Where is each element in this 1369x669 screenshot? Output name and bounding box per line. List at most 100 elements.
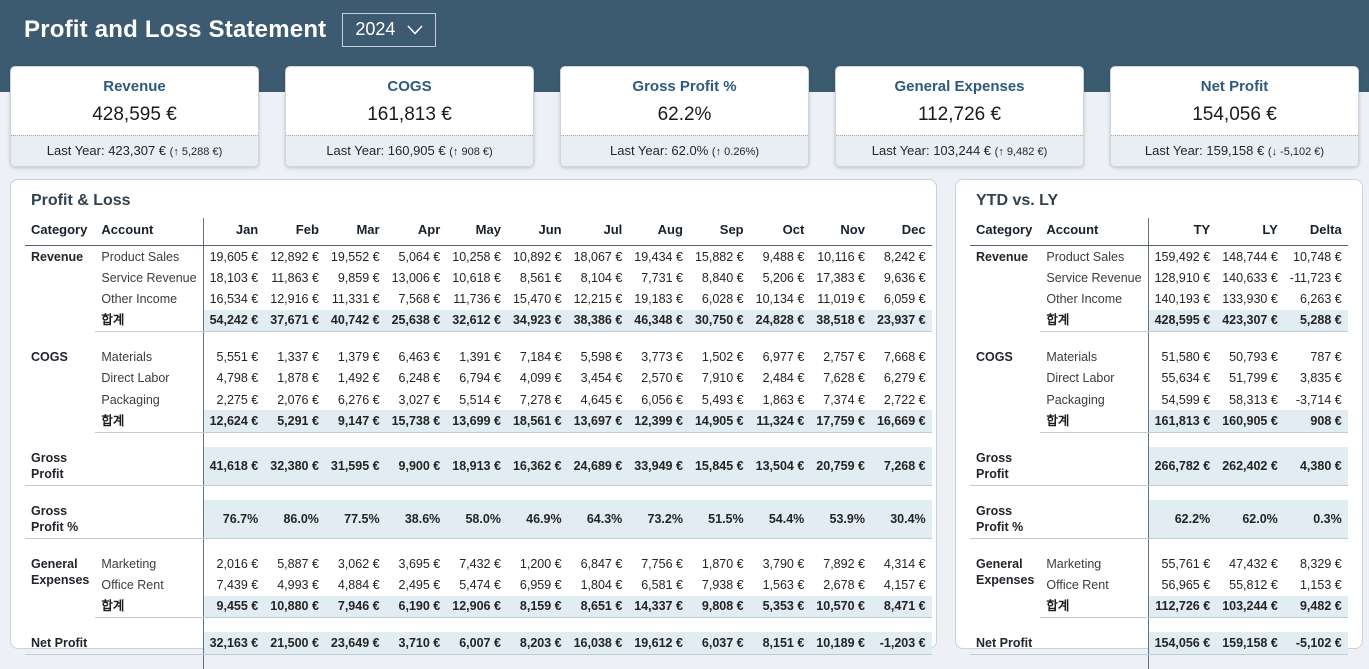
value-cell: 17,383 € [816, 270, 865, 285]
value-cell: 8,151 € [749, 632, 811, 655]
value-cell: 7,892 € [823, 556, 865, 571]
value-cell: 73.2% [628, 500, 689, 539]
value-cell: 62.0% [1216, 500, 1284, 539]
value-cell: 12,215 € [573, 292, 623, 306]
value-cell: 86.0% [264, 500, 325, 539]
value-cell: 53.9% [810, 500, 871, 539]
spacer-row [25, 485, 932, 500]
value-cell: 23,649 € [324, 632, 386, 655]
value-cell: 10,618 € [452, 270, 501, 285]
spacer-row [970, 654, 1348, 669]
profit-loss-panel: Profit & Loss Category Account Jan Feb Mar Ap… [10, 179, 937, 669]
spacer-cell [1147, 654, 1348, 669]
column-header: Sep [688, 218, 750, 246]
value-cell: 1,870 € [701, 556, 744, 571]
spacer-row [25, 538, 932, 553]
value-cell: -11,723 € [1289, 270, 1342, 285]
value-cell: 7,278 € [519, 392, 562, 407]
column-header: Account [95, 218, 204, 246]
value-cell: 5,474 € [459, 577, 501, 592]
table-row: COGS Materials 5,551 € 1,337 € 1,379 € 6,463 … [25, 346, 932, 368]
value-cell: 12,916 € [270, 292, 319, 306]
value-cell: 23,937 € [870, 309, 932, 332]
value-cell: 13,006 € [391, 270, 441, 285]
kpi-last-year-text: Last Year: 62.0% [609, 143, 709, 158]
value-cell: 19,183 € [634, 292, 683, 306]
account-cell: Materials [101, 350, 153, 364]
category-cell: Gross Profit [25, 447, 96, 486]
account-cell: Other Income [1046, 292, 1123, 306]
column-header: Apr [385, 218, 447, 246]
value-cell: 16,534 € [202, 288, 265, 310]
column-header: Jun [506, 218, 568, 246]
value-cell: 262,402 € [1216, 447, 1284, 486]
value-cell: 2,275 € [202, 389, 265, 411]
value-cell: 9,482 € [1283, 595, 1348, 618]
value-cell: 38.6% [385, 500, 447, 539]
value-cell: 6,028 € [701, 292, 744, 306]
value-cell: 4,645 € [580, 392, 623, 407]
category-cell: Revenue [976, 249, 1029, 264]
account-cell: Marketing [101, 556, 157, 571]
kpi-card-revenue: Revenue 428,595 € Last Year: 423,307 € (… [10, 66, 259, 167]
kpi-last-year: Last Year: 159,158 € (↓ -5,102 €) [1111, 135, 1358, 166]
account-cell: Marketing [1046, 556, 1102, 571]
value-cell: 19,434 € [634, 249, 683, 264]
value-cell: 5,291 € [264, 410, 325, 433]
spacer-cell [25, 654, 203, 669]
kpi-card-cogs: COGS 161,813 € Last Year: 160,905 € (↑ 9… [285, 66, 534, 167]
value-cell: 6,581 € [641, 577, 683, 592]
account-cell: Direct Labor [1046, 371, 1115, 386]
kpi-card-net-profit: Net Profit 154,056 € Last Year: 159,158 … [1110, 66, 1359, 167]
spacer-cell [202, 485, 932, 500]
value-cell: 2,757 € [823, 350, 865, 364]
value-cell: 1,337 € [277, 350, 319, 364]
value-cell: 6,279 € [883, 371, 926, 386]
value-cell: 12,906 € [446, 595, 507, 618]
value-cell: 159,158 € [1216, 632, 1284, 655]
value-cell: 14,337 € [628, 595, 689, 618]
table-row: COGS Materials 51,580 € 50,793 € 787 € [970, 346, 1348, 368]
value-cell: 11,331 € [331, 292, 380, 306]
category-cell: General Expenses [31, 556, 90, 587]
value-cell: 33,949 € [628, 447, 689, 486]
value-cell: 6,276 € [337, 392, 380, 407]
spacer-cell [25, 432, 203, 447]
value-cell: 18,913 € [446, 447, 507, 486]
account-cell: Product Sales [1046, 249, 1125, 264]
value-cell: 8,651 € [567, 595, 629, 618]
value-cell: 9,808 € [688, 595, 750, 618]
table-row: Direct Labor 55,634 € 51,799 € 3,835 € [970, 367, 1348, 389]
kpi-cards-row: Revenue 428,595 € Last Year: 423,307 € (… [0, 66, 1369, 167]
value-cell: 7,910 € [701, 371, 744, 386]
kpi-delta-text: (↑ 9,482 €) [994, 146, 1048, 158]
category-cell: COGS [976, 350, 1013, 364]
value-cell: 54,599 € [1147, 389, 1217, 411]
value-cell: 159,492 € [1147, 245, 1217, 268]
spacer-cell [1147, 485, 1348, 500]
value-cell: 54,242 € [202, 309, 265, 332]
kpi-last-year-text: Last Year: 423,307 € [46, 143, 167, 158]
account-cell: 합계 [95, 410, 204, 433]
column-header: Dec [870, 218, 932, 246]
spacer-cell [202, 617, 932, 633]
table-row: 합계 12,624 €5,291 €9,147 €15,738 €13,699 €… [25, 410, 932, 433]
value-cell: 3,835 € [1299, 371, 1342, 386]
value-cell: 3,454 € [580, 371, 623, 386]
value-cell: 6,007 € [446, 632, 507, 655]
value-cell: 19,552 € [330, 249, 380, 264]
value-cell: 10,570 € [810, 595, 871, 618]
year-dropdown[interactable]: 2024 [342, 13, 437, 47]
value-cell: 24,828 € [749, 309, 811, 332]
table-row: 합계 161,813 €160,905 €908 € [970, 410, 1348, 433]
value-cell: 4,380 € [1283, 447, 1348, 486]
value-cell: 7,184 € [519, 350, 562, 364]
value-cell: 1,878 € [277, 371, 319, 386]
column-header: LY [1216, 218, 1284, 246]
value-cell: 3,695 € [398, 556, 441, 571]
value-cell: 9,636 € [883, 270, 926, 285]
value-cell: 2,016 € [202, 553, 265, 575]
value-cell: 62.2% [1147, 500, 1217, 539]
account-cell [95, 447, 204, 486]
chevron-down-icon [407, 24, 424, 35]
